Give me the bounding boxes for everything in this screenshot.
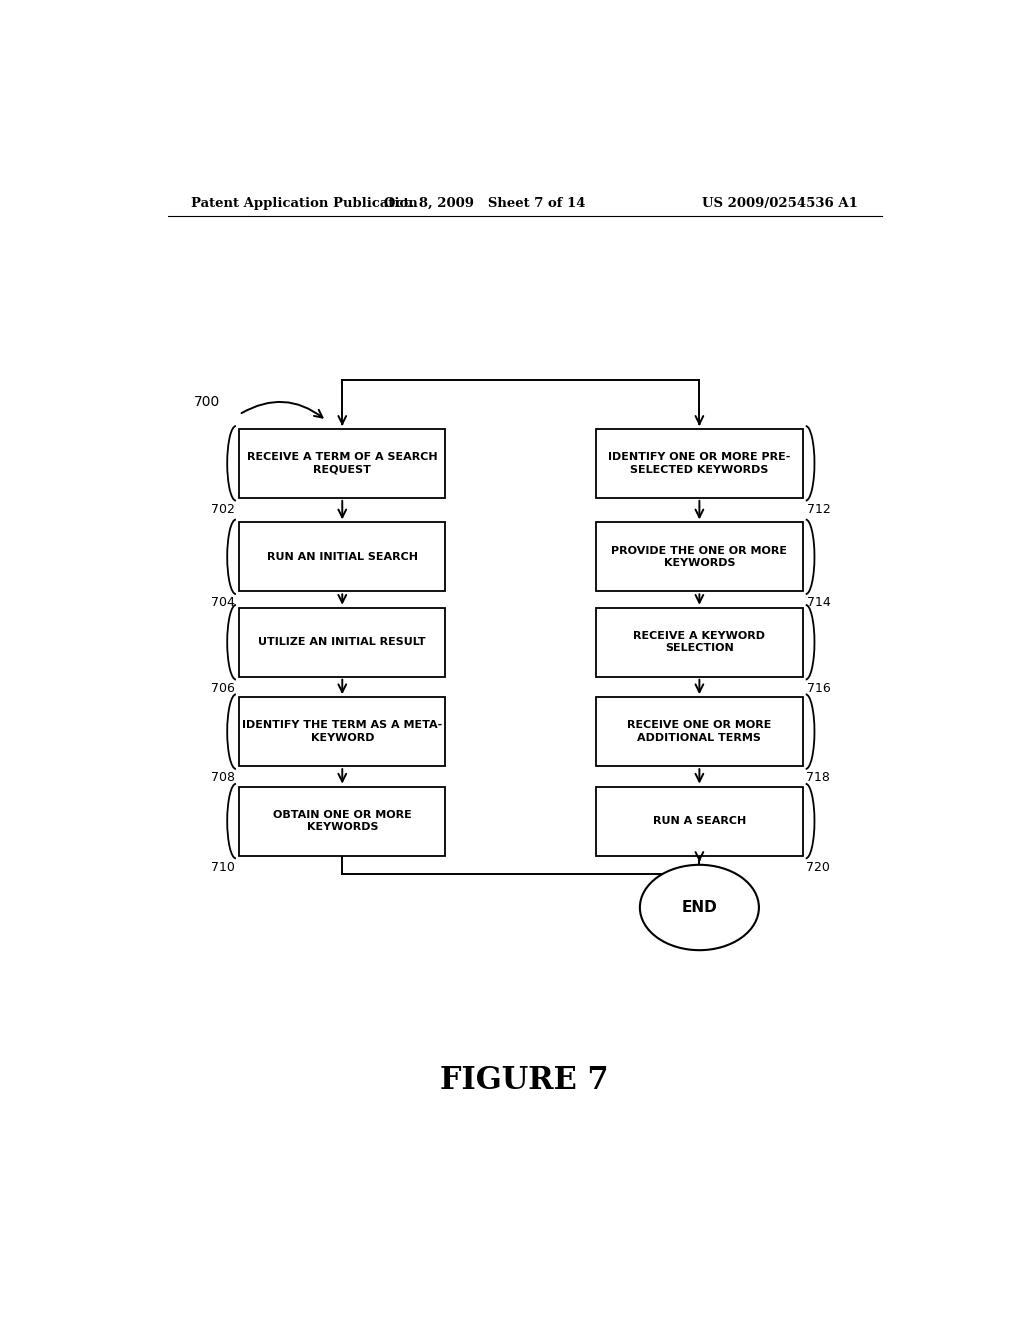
Text: 716: 716: [807, 682, 830, 694]
Text: 700: 700: [195, 395, 220, 409]
Bar: [596, 697, 803, 766]
Text: PROVIDE THE ONE OR MORE
KEYWORDS: PROVIDE THE ONE OR MORE KEYWORDS: [611, 545, 787, 568]
Text: 720: 720: [807, 861, 830, 874]
Text: FIGURE 7: FIGURE 7: [440, 1065, 609, 1096]
Text: RECEIVE A TERM OF A SEARCH
REQUEST: RECEIVE A TERM OF A SEARCH REQUEST: [247, 453, 437, 474]
Text: 704: 704: [211, 597, 236, 610]
Text: RUN AN INITIAL SEARCH: RUN AN INITIAL SEARCH: [267, 552, 418, 562]
Text: 714: 714: [807, 597, 830, 610]
FancyArrowPatch shape: [242, 401, 323, 417]
Text: Patent Application Publication: Patent Application Publication: [191, 197, 418, 210]
Text: US 2009/0254536 A1: US 2009/0254536 A1: [702, 197, 858, 210]
Text: 708: 708: [211, 771, 236, 784]
Bar: [596, 429, 803, 498]
Text: UTILIZE AN INITIAL RESULT: UTILIZE AN INITIAL RESULT: [258, 638, 426, 647]
Text: END: END: [682, 900, 717, 915]
Text: 718: 718: [807, 771, 830, 784]
Text: OBTAIN ONE OR MORE
KEYWORDS: OBTAIN ONE OR MORE KEYWORDS: [273, 810, 412, 833]
Text: RECEIVE A KEYWORD
SELECTION: RECEIVE A KEYWORD SELECTION: [634, 631, 765, 653]
Text: RUN A SEARCH: RUN A SEARCH: [652, 816, 746, 826]
Text: 710: 710: [211, 861, 236, 874]
Bar: [240, 607, 445, 677]
Bar: [240, 787, 445, 855]
Ellipse shape: [640, 865, 759, 950]
Bar: [596, 523, 803, 591]
Bar: [240, 429, 445, 498]
Text: 702: 702: [211, 503, 236, 516]
Text: Oct. 8, 2009   Sheet 7 of 14: Oct. 8, 2009 Sheet 7 of 14: [384, 197, 586, 210]
Bar: [596, 787, 803, 855]
Text: IDENTIFY THE TERM AS A META-
KEYWORD: IDENTIFY THE TERM AS A META- KEYWORD: [242, 721, 442, 743]
Text: 712: 712: [807, 503, 830, 516]
Text: RECEIVE ONE OR MORE
ADDITIONAL TERMS: RECEIVE ONE OR MORE ADDITIONAL TERMS: [628, 721, 771, 743]
Text: IDENTIFY ONE OR MORE PRE-
SELECTED KEYWORDS: IDENTIFY ONE OR MORE PRE- SELECTED KEYWO…: [608, 453, 791, 474]
Text: 706: 706: [211, 682, 236, 694]
Bar: [240, 697, 445, 766]
Bar: [240, 523, 445, 591]
Bar: [596, 607, 803, 677]
